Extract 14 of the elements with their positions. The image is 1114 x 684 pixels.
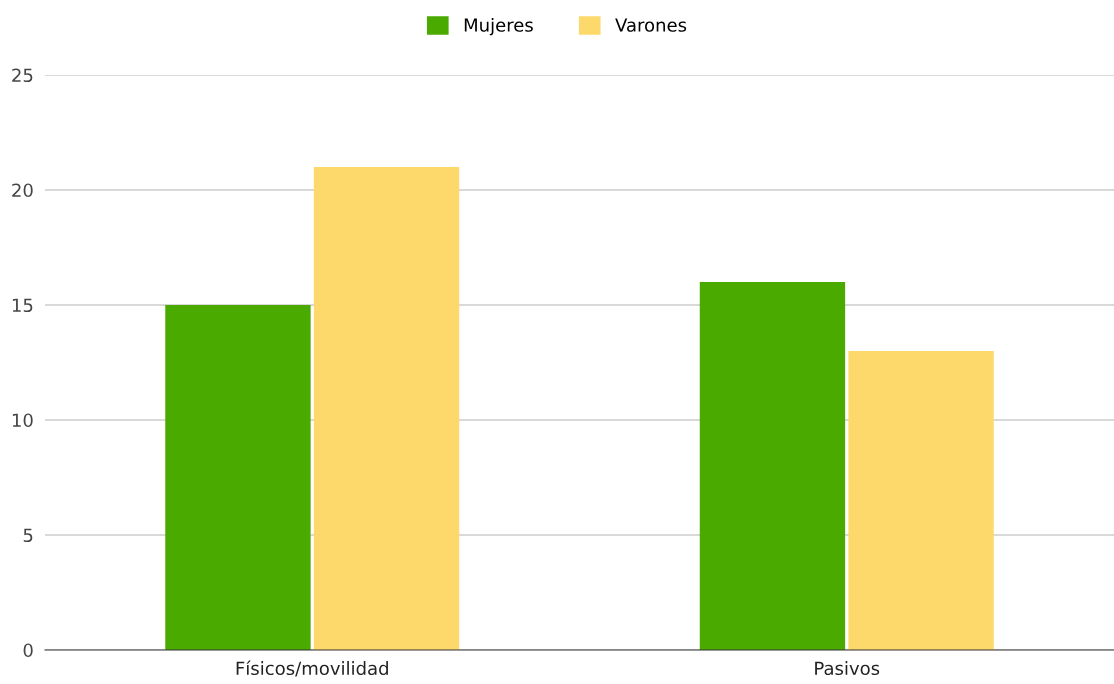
- y-tick-label: 25: [12, 68, 33, 83]
- x-tick-label: Pasivos: [815, 661, 880, 676]
- bar: [313, 167, 460, 650]
- x-tick-label: Físicos/movilidad: [236, 660, 388, 677]
- bar: [165, 305, 311, 650]
- y-tick-label: 0: [23, 643, 33, 658]
- y-tick-label: 15: [12, 298, 33, 313]
- legend-label: Mujeres: [464, 17, 533, 36]
- legend-label: Varones: [615, 18, 687, 32]
- bar: [699, 282, 846, 650]
- bar: [848, 351, 994, 650]
- y-tick-label: 5: [23, 528, 33, 543]
- y-tick-label: 10: [12, 413, 33, 428]
- y-tick-label: 20: [12, 183, 33, 198]
